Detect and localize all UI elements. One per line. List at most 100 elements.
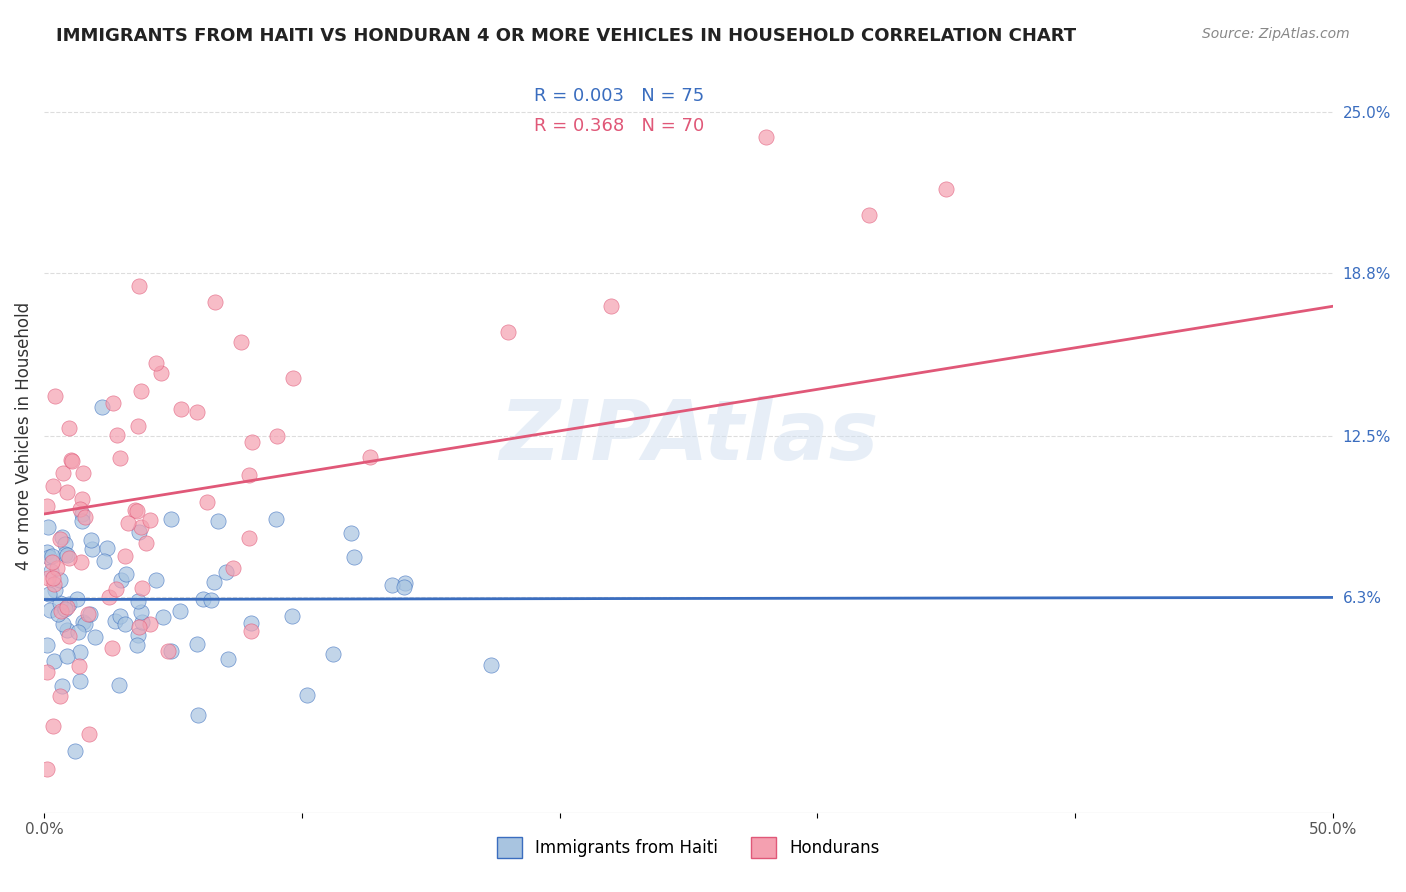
Point	[41, 555, 63, 569]
Point	[266, 429, 288, 443]
Point	[169, 402, 191, 417]
Point	[127, 419, 149, 434]
Point	[35, 500, 58, 514]
Point	[58, 629, 80, 643]
Point	[496, 325, 519, 339]
Point	[124, 502, 146, 516]
Point	[394, 575, 416, 590]
Point	[128, 279, 150, 293]
Point	[49, 573, 72, 587]
Point	[238, 467, 260, 482]
Point	[70, 514, 93, 528]
Point	[125, 504, 148, 518]
Point	[103, 614, 125, 628]
Point	[110, 574, 132, 588]
Point	[51, 604, 73, 618]
Point	[70, 492, 93, 507]
Point	[41, 719, 63, 733]
Point	[67, 625, 90, 640]
Point	[56, 623, 79, 637]
Point	[239, 624, 262, 638]
Point	[72, 467, 94, 481]
Point	[46, 561, 69, 575]
Point	[49, 689, 72, 703]
Point	[195, 494, 218, 508]
Point	[145, 573, 167, 587]
Point	[37, 571, 59, 585]
Point	[207, 514, 229, 528]
Point	[131, 615, 153, 630]
Point	[858, 208, 880, 222]
Point	[67, 659, 90, 673]
Point	[51, 530, 73, 544]
Text: R = 0.003   N = 75: R = 0.003 N = 75	[534, 87, 704, 105]
Point	[35, 639, 58, 653]
Point	[91, 400, 114, 414]
Point	[63, 744, 86, 758]
Point	[145, 356, 167, 370]
Point	[127, 628, 149, 642]
Point	[72, 615, 94, 630]
Point	[93, 554, 115, 568]
Point	[114, 616, 136, 631]
Text: ZIPAtlas: ZIPAtlas	[499, 395, 879, 476]
Point	[935, 182, 957, 196]
Point	[222, 561, 245, 575]
Point	[96, 541, 118, 555]
Point	[60, 453, 83, 467]
Point	[104, 582, 127, 597]
Point	[240, 435, 263, 450]
Point	[359, 450, 381, 465]
Point	[83, 630, 105, 644]
Point	[35, 545, 58, 559]
Point	[35, 762, 58, 776]
Point	[42, 576, 65, 591]
Point	[69, 645, 91, 659]
Point	[58, 551, 80, 566]
Point	[51, 679, 73, 693]
Point	[217, 652, 239, 666]
Point	[101, 640, 124, 655]
Point	[280, 609, 302, 624]
Point	[139, 513, 162, 527]
Point	[135, 536, 157, 550]
Point	[108, 609, 131, 624]
Point	[186, 637, 208, 651]
Point	[73, 617, 96, 632]
Point	[39, 564, 62, 578]
Point	[295, 688, 318, 702]
Point	[79, 607, 101, 622]
Point	[48, 596, 70, 610]
Point	[37, 520, 59, 534]
Point	[169, 605, 191, 619]
Point	[108, 451, 131, 466]
Point	[39, 603, 62, 617]
Point	[281, 371, 304, 385]
Point	[322, 647, 344, 661]
Point	[46, 607, 69, 622]
Point	[191, 591, 214, 606]
Point	[77, 727, 100, 741]
Point	[75, 509, 97, 524]
Text: R = 0.368   N = 70: R = 0.368 N = 70	[534, 117, 704, 135]
Point	[129, 384, 152, 399]
Point	[755, 130, 778, 145]
Point	[66, 592, 89, 607]
Point	[56, 549, 79, 563]
Point	[149, 366, 172, 380]
Point	[127, 593, 149, 607]
Point	[77, 607, 100, 622]
Point	[52, 466, 75, 480]
Point	[186, 405, 208, 419]
Point	[56, 600, 79, 615]
Point	[38, 587, 60, 601]
Point	[55, 649, 77, 664]
Y-axis label: 4 or more Vehicles in Household: 4 or more Vehicles in Household	[15, 302, 32, 570]
Point	[339, 526, 361, 541]
Point	[125, 638, 148, 652]
Point	[128, 525, 150, 540]
Legend: Immigrants from Haiti, Hondurans: Immigrants from Haiti, Hondurans	[491, 830, 887, 864]
Point	[200, 593, 222, 607]
Point	[53, 537, 76, 551]
Point	[44, 582, 66, 597]
